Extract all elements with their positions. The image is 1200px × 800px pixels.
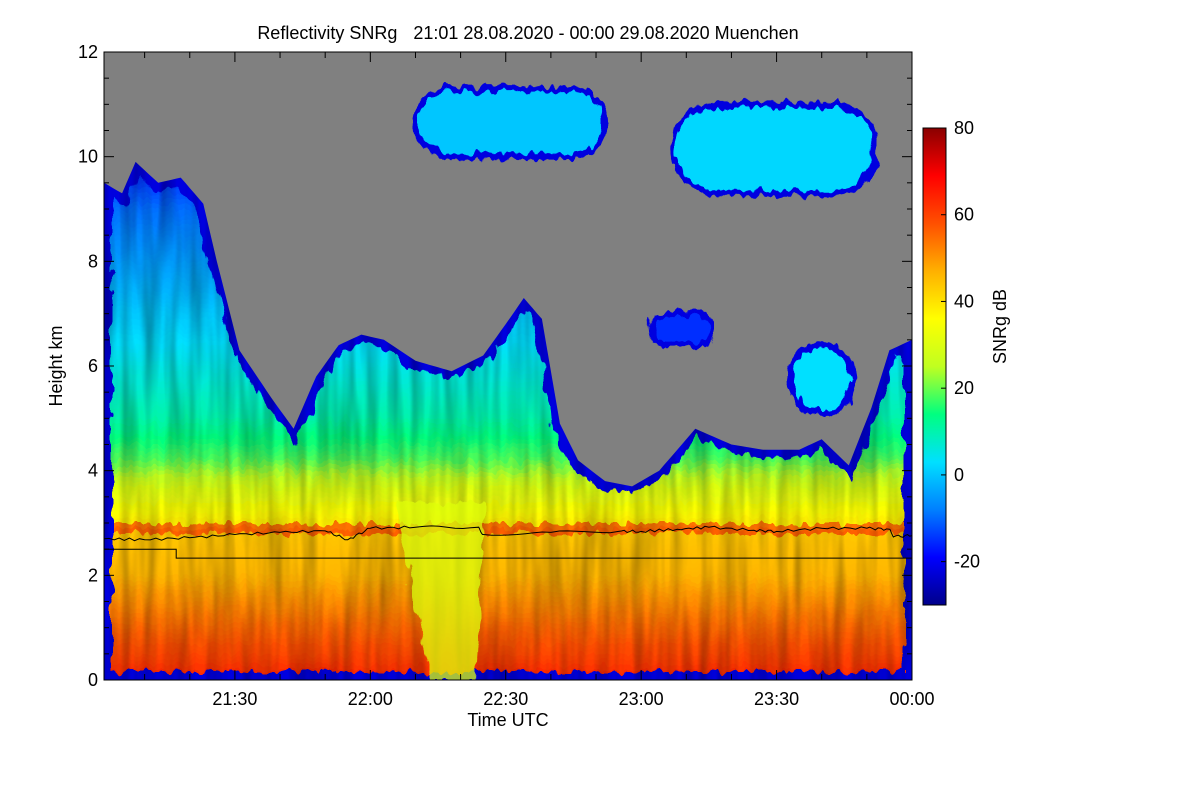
- colorbar-tick-label: 40: [954, 291, 974, 311]
- y-tick-label: 10: [78, 147, 98, 167]
- upper-clouds: [412, 85, 879, 417]
- colorbar-tick-label: -20: [954, 552, 980, 572]
- precip-gaps: [395, 502, 485, 680]
- x-tick-label: 21:30: [212, 689, 257, 709]
- colorbar-tick-label: 80: [954, 118, 974, 138]
- x-tick-label: 23:30: [754, 689, 799, 709]
- colorbar-tick-label: 20: [954, 378, 974, 398]
- y-tick-label: 4: [88, 461, 98, 481]
- y-tick-label: 2: [88, 565, 98, 585]
- colorbar-tick-label: 60: [954, 205, 974, 225]
- y-tick-label: 6: [88, 356, 98, 376]
- colorbar-ticks: -20 0 20 40 60 80: [941, 118, 980, 572]
- y-axis: 0 2 4 6 8 10 12: [78, 42, 912, 690]
- colorbar: -20 0 20 40 60 80: [922, 118, 980, 606]
- chart-title: Reflectivity SNRg 21:01 28.08.2020 - 00:0…: [257, 23, 798, 43]
- x-tick-label: 00:00: [889, 689, 934, 709]
- x-tick-label: 22:30: [483, 689, 528, 709]
- echo-field: [104, 161, 912, 680]
- upper-cloud: [415, 88, 606, 157]
- chart-subtitle: 21:01 28.08.2020 - 00:00 29.08.2020 Muen…: [413, 23, 798, 43]
- upper-cloud-edge: [787, 342, 857, 417]
- x-tick-label: 22:00: [348, 689, 393, 709]
- upper-cloud-edge: [669, 101, 879, 197]
- y-tick-label: 12: [78, 42, 98, 62]
- y-axis-label: Height km: [46, 325, 66, 406]
- upper-cloud-edge: [412, 85, 609, 160]
- reference-level-line: [104, 548, 912, 559]
- precip-gap: [395, 502, 485, 680]
- y-tick-label: 8: [88, 251, 98, 271]
- x-axis-label: Time UTC: [467, 710, 548, 730]
- colorbar-tick-label: 0: [954, 465, 964, 485]
- x-tick-label: 23:00: [619, 689, 664, 709]
- upper-cloud: [790, 345, 854, 414]
- chart-title-main: Reflectivity SNRg: [257, 23, 397, 43]
- colorbar-scale: [922, 127, 947, 606]
- colorbar-label: SNRg dB: [990, 289, 1010, 364]
- plot-area: 21:30 22:00 22:30 23:00 23:30 00:00 0 2 4 6 8 10 12: [78, 42, 935, 709]
- y-tick-label: 0: [88, 670, 98, 690]
- melting-layer-line: [104, 525, 912, 542]
- upper-cloud: [672, 104, 876, 194]
- x-axis: 21:30 22:00 22:30 23:00 23:30 00:00: [144, 52, 935, 709]
- series-lines: [104, 525, 912, 559]
- upper-cloud-edge: [647, 310, 717, 349]
- upper-cloud: [650, 313, 714, 346]
